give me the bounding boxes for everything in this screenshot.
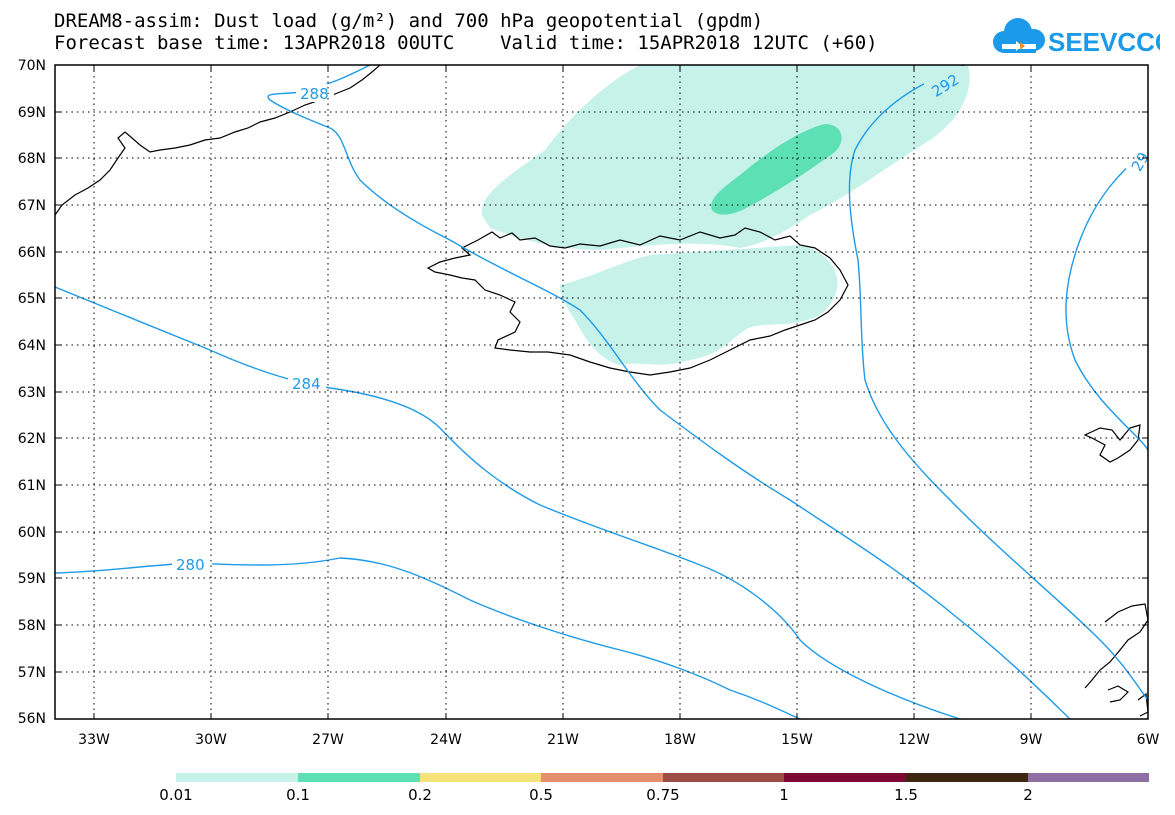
lat-label: 63N xyxy=(18,385,46,401)
lat-label: 70N xyxy=(18,58,46,74)
cloud-logo-icon xyxy=(993,18,1045,53)
map-title: DREAM8-assim: Dust load (g/m²) and 700 h… xyxy=(54,10,764,32)
colorbar: 0.01 0.1 0.2 0.5 0.75 1 1.5 2 xyxy=(159,773,1149,804)
lon-label: 15W xyxy=(781,732,813,748)
contour-label-288: 288 xyxy=(300,85,329,103)
colorbar-label: 0.5 xyxy=(529,786,553,804)
colorbar-swatch xyxy=(541,773,663,782)
contour-label-284: 284 xyxy=(292,375,321,393)
colorbar-swatch xyxy=(420,773,541,782)
lat-label: 60N xyxy=(18,525,46,541)
contour-296 xyxy=(1065,149,1148,451)
lat-label: 68N xyxy=(18,151,46,167)
map-subtitle: Forecast base time: 13APR2018 00UTC Vali… xyxy=(54,32,878,54)
colorbar-label: 1.5 xyxy=(894,786,918,804)
dust-area-mid xyxy=(711,124,842,215)
colorbar-swatch xyxy=(176,773,298,782)
scotland-coastline xyxy=(1084,603,1148,717)
colorbar-label: 0.1 xyxy=(286,786,310,804)
colorbar-label: 1 xyxy=(779,786,789,804)
axis-ticks xyxy=(55,64,1149,720)
dust-area-low xyxy=(481,65,970,250)
lon-label: 12W xyxy=(898,732,930,748)
lon-label: 18W xyxy=(664,732,696,748)
colorbar-label: 0.01 xyxy=(159,786,192,804)
lat-label: 65N xyxy=(18,291,46,307)
lon-label: 30W xyxy=(195,732,227,748)
lat-label: 69N xyxy=(18,105,46,121)
lat-label: 58N xyxy=(18,618,46,634)
seevccc-logo: SEEVCCC xyxy=(990,14,1174,60)
colorbar-swatch xyxy=(784,773,906,782)
colorbar-swatch xyxy=(1028,773,1149,782)
colorbar-label: 0.75 xyxy=(646,786,679,804)
colorbar-label: 0.2 xyxy=(408,786,432,804)
iceland-coastline xyxy=(426,227,849,376)
contour-280 xyxy=(55,557,801,719)
lat-label: 57N xyxy=(18,665,46,681)
lon-label: 9W xyxy=(1020,732,1043,748)
lon-label: 24W xyxy=(430,732,462,748)
lon-label: 6W xyxy=(1137,732,1160,748)
lat-label: 64N xyxy=(18,338,46,354)
lon-label: 21W xyxy=(547,732,579,748)
lon-label: 33W xyxy=(78,732,110,748)
lat-label: 59N xyxy=(18,571,46,587)
contour-288 xyxy=(267,65,1071,719)
faroe-islands-coastline xyxy=(1083,424,1141,463)
latitude-labels: 70N 69N 68N 67N 66N 65N 64N 63N 62N 61N … xyxy=(18,58,46,727)
logo-text: SEEVCCC xyxy=(1048,27,1160,57)
colorbar-label: 2 xyxy=(1023,786,1033,804)
contour-292 xyxy=(848,65,1148,701)
lat-label: 56N xyxy=(18,711,46,727)
contour-label-280: 280 xyxy=(176,556,205,574)
lat-label: 61N xyxy=(18,478,46,494)
colorbar-swatch xyxy=(663,773,784,782)
lat-label: 66N xyxy=(18,245,46,261)
contour-284 xyxy=(55,286,961,719)
lat-label: 62N xyxy=(18,431,46,447)
lon-label: 27W xyxy=(312,732,344,748)
colorbar-swatch xyxy=(298,773,420,782)
longitude-labels: 33W 30W 27W 24W 21W 18W 15W 12W 9W 6W xyxy=(78,732,1159,748)
dust-area-low-over-land xyxy=(560,245,838,365)
lat-label: 67N xyxy=(18,198,46,214)
contour-label-296-partial: 29 xyxy=(1128,149,1153,175)
lat-lon-grid xyxy=(55,65,1148,719)
colorbar-swatch xyxy=(906,773,1028,782)
